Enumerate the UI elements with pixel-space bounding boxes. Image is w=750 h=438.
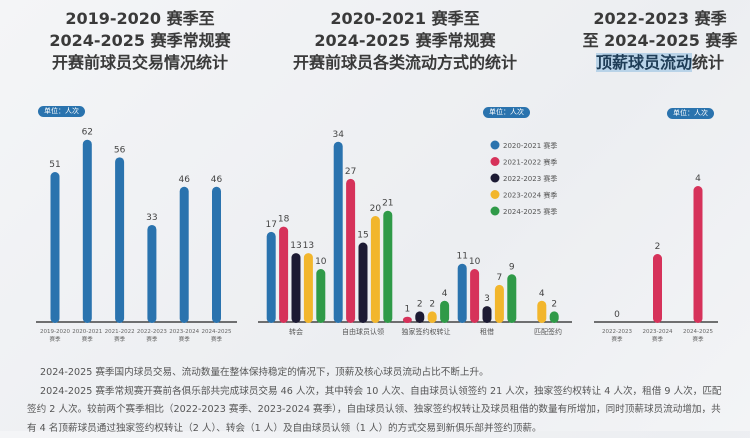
description-paragraph: 2024-2025 赛季国内球员交易、流动数量在整体保持稳定的情况下，顶薪及核心… — [27, 364, 727, 383]
bar — [147, 225, 156, 323]
bar — [483, 306, 492, 323]
legend-marker — [491, 190, 500, 199]
data-label: 17 — [265, 220, 276, 230]
bar — [415, 311, 424, 323]
bar — [51, 172, 60, 323]
bar — [495, 285, 504, 323]
data-label: 46 — [211, 175, 223, 185]
bar — [279, 227, 288, 323]
bar — [267, 232, 276, 323]
bar — [694, 186, 703, 323]
x-tick-label: 赛季 — [146, 335, 158, 343]
data-label: 4 — [442, 289, 448, 299]
data-label: 4 — [695, 174, 701, 184]
data-label: 0 — [614, 310, 620, 320]
bar — [550, 311, 559, 323]
data-label: 2 — [429, 299, 435, 309]
x-tick-label: 独家签约权转让 — [402, 327, 451, 336]
x-tick-label: 赛季 — [179, 335, 191, 343]
bar — [428, 311, 437, 323]
legend-label: 2024-2025 赛季 — [503, 207, 557, 216]
x-tick-label: 2023-2024 — [169, 329, 199, 335]
x-tick-label: 自由球员认领 — [342, 327, 384, 336]
x-tick-label: 2019-2020 — [40, 329, 70, 335]
legend-marker — [491, 157, 500, 166]
charts-svg: 512019-2020赛季622020-2021赛季562021-2022赛季3… — [0, 0, 750, 360]
data-label: 46 — [178, 175, 190, 185]
x-tick-label: 赛季 — [692, 335, 704, 343]
bar — [403, 317, 412, 323]
description-paragraph: 2024-2025 赛季常规赛开赛前各俱乐部共完成球员交易 46 人次，其中转会… — [27, 383, 727, 438]
data-label: 4 — [539, 289, 545, 299]
data-label: 18 — [278, 215, 290, 225]
legend-marker — [491, 207, 500, 216]
data-label: 2 — [551, 299, 557, 309]
legend-marker — [491, 141, 500, 150]
bar — [371, 216, 380, 323]
data-label: 11 — [456, 252, 467, 262]
bar — [440, 301, 449, 323]
bar — [316, 269, 325, 323]
bar — [115, 157, 124, 323]
data-label: 10 — [315, 257, 327, 267]
bar — [383, 211, 392, 323]
x-tick-label: 赛季 — [611, 335, 623, 343]
data-label: 34 — [332, 130, 344, 140]
x-tick-label: 赛季 — [114, 335, 126, 343]
data-label: 3 — [484, 294, 490, 304]
legend-label: 2022-2023 赛季 — [503, 174, 557, 183]
x-tick-label: 2024-2025 — [683, 329, 713, 335]
data-label: 33 — [146, 213, 157, 223]
data-label: 20 — [370, 204, 382, 214]
bar — [180, 187, 189, 323]
data-label: 13 — [290, 241, 301, 251]
data-label: 51 — [49, 160, 60, 170]
bar — [507, 274, 516, 323]
x-tick-label: 2020-2021 — [72, 329, 102, 335]
data-label: 21 — [382, 199, 393, 209]
data-label: 62 — [82, 128, 93, 138]
data-label: 13 — [303, 241, 314, 251]
bar — [304, 253, 313, 323]
bar — [292, 253, 301, 323]
data-label: 2 — [655, 242, 661, 252]
legend-label: 2023-2024 赛季 — [503, 191, 557, 200]
data-label: 1 — [405, 305, 411, 315]
x-tick-label: 2021-2022 — [105, 329, 135, 335]
bar — [83, 140, 92, 323]
data-label: 2 — [417, 299, 423, 309]
bar — [212, 187, 221, 323]
bar — [470, 269, 479, 323]
bar — [359, 243, 368, 324]
x-tick-label: 2024-2025 — [202, 329, 232, 335]
data-label: 10 — [469, 257, 481, 267]
bar — [537, 301, 546, 323]
x-tick-label: 2022-2023 — [602, 329, 632, 335]
data-label: 7 — [497, 273, 503, 283]
bar — [458, 264, 467, 323]
data-label: 15 — [357, 231, 368, 241]
x-tick-label: 租借 — [480, 327, 494, 336]
x-tick-label: 2023-2024 — [643, 329, 673, 335]
x-tick-label: 赛季 — [49, 335, 61, 343]
x-tick-label: 匹配签约 — [534, 327, 562, 336]
x-tick-label: 赛季 — [211, 335, 223, 343]
x-tick-label: 赛季 — [82, 335, 94, 343]
legend-label: 2021-2022 赛季 — [503, 158, 557, 167]
x-tick-label: 赛季 — [652, 335, 664, 343]
legend-marker — [491, 174, 500, 183]
legend-label: 2020-2021 赛季 — [503, 141, 557, 150]
bar — [334, 142, 343, 323]
x-tick-label: 2022-2023 — [137, 329, 167, 335]
data-label: 9 — [509, 262, 515, 272]
x-tick-label: 转会 — [289, 327, 303, 336]
data-label: 56 — [114, 145, 126, 155]
bar — [346, 179, 355, 323]
bar — [653, 254, 662, 323]
description: 2024-2025 赛季国内球员交易、流动数量在整体保持稳定的情况下，顶薪及核心… — [27, 364, 727, 438]
data-label: 27 — [345, 167, 356, 177]
